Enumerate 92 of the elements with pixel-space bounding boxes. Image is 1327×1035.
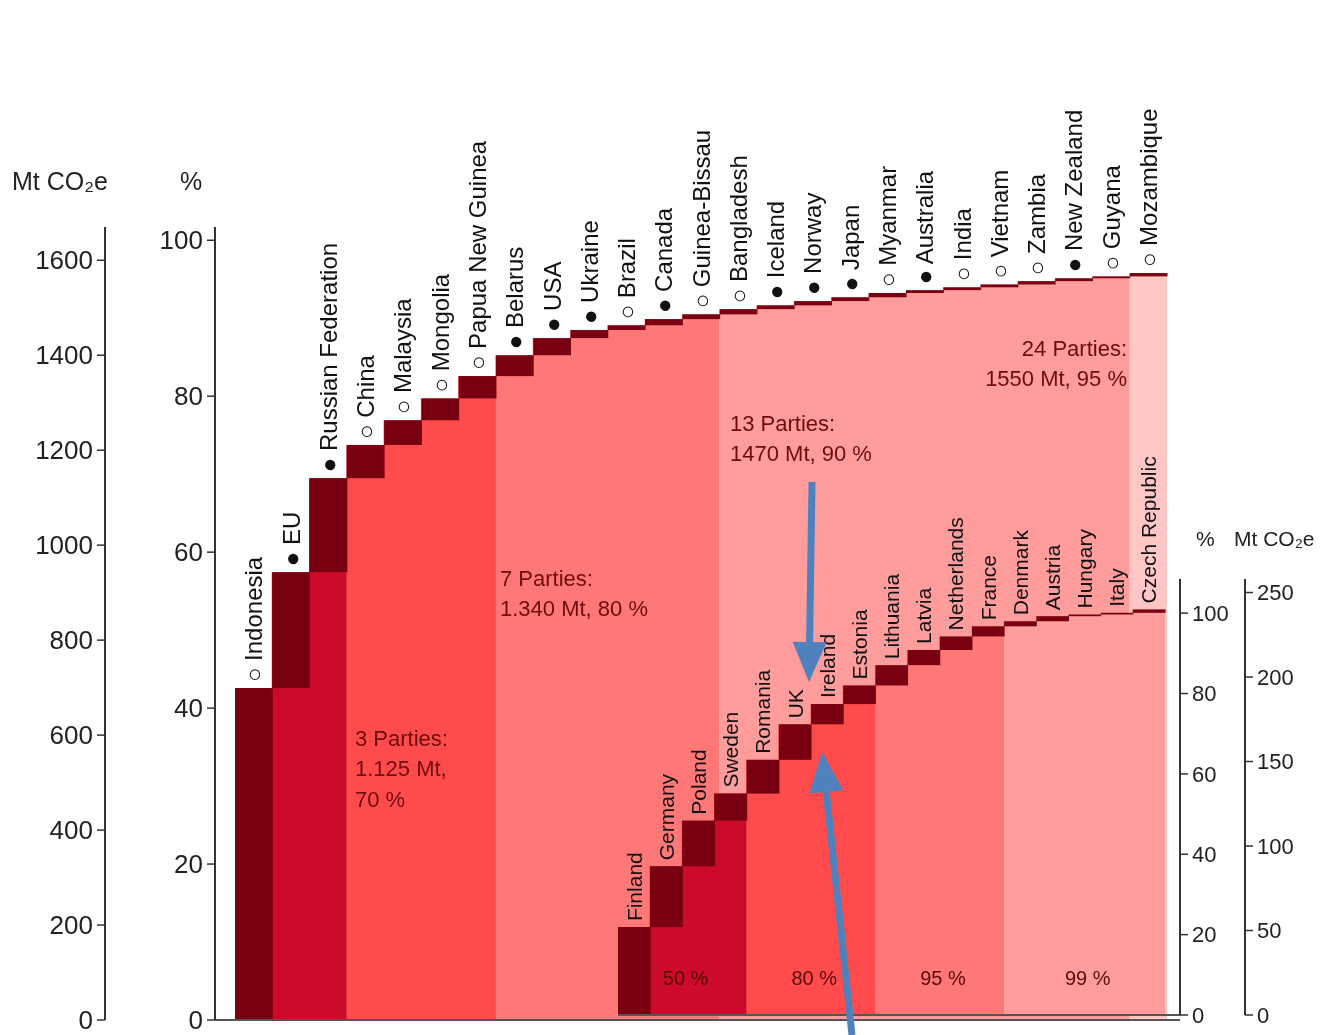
y-tick-label: 400: [49, 815, 93, 846]
x-tick-label: ● Belarus: [501, 246, 529, 350]
y2-tick-label: 0: [1192, 1002, 1205, 1028]
y2-tick-label: 0: [188, 1005, 203, 1035]
y2-tick-label: 20: [1192, 922, 1217, 948]
band-label: 95 %: [920, 967, 966, 989]
y2-axis-title: %: [180, 167, 203, 195]
x-tick-label: ○ Malaysia: [389, 297, 417, 415]
y2-axis-title: %: [1196, 527, 1215, 550]
y-tick-label: 1400: [35, 340, 93, 371]
y2-tick-label: 100: [159, 225, 203, 256]
bar: [939, 636, 973, 650]
bar: [458, 376, 497, 399]
x-tick-label: Italy: [1105, 567, 1129, 607]
x-tick-label: ● Canada: [650, 207, 678, 314]
x-tick-label: ● EU: [277, 511, 305, 567]
annotation: 24 Parties: 1550 Mt, 95 %: [985, 335, 1127, 392]
y-tick-label: 600: [49, 720, 93, 751]
x-tick-label: Sweden: [719, 711, 743, 788]
y2-tick-label: 100: [1192, 600, 1229, 626]
band-label: 99 %: [1064, 967, 1111, 989]
annotation: 7 Parties: 1.340 Mt, 80 %: [500, 565, 648, 622]
x-tick-label: ● Norway: [799, 192, 827, 296]
x-tick-label: ○ Guyana: [1097, 164, 1125, 271]
y2-tick-label: 60: [1192, 761, 1217, 787]
x-tick-label: Austria: [1040, 544, 1064, 611]
x-tick-label: Lithuania: [880, 573, 904, 660]
x-tick-label: Finland: [622, 852, 646, 922]
y-tick-label: 1200: [35, 435, 93, 466]
x-tick-label: ○ China: [352, 354, 380, 439]
y-tick-label: 800: [49, 625, 93, 656]
bar: [309, 478, 348, 573]
x-tick-label: Ireland: [815, 633, 839, 699]
x-tick-label: UK: [783, 689, 807, 719]
x-tick-label: ○ Vietnam: [985, 169, 1013, 279]
bar: [907, 649, 941, 666]
y2-tick-label: 80: [174, 381, 203, 412]
x-tick-label: ● New Zealand: [1060, 109, 1088, 273]
band-label: 50 %: [662, 967, 709, 989]
x-tick-label: ○ Zambia: [1023, 173, 1051, 276]
annotation: 13 Parties: 1470 Mt, 90 %: [730, 410, 872, 467]
bar: [570, 330, 609, 339]
x-tick-label: Poland: [687, 749, 710, 815]
y2-tick-label: 40: [1192, 841, 1217, 867]
x-tick-label: ● Ukraine: [575, 220, 603, 325]
y-tick-label: 0: [78, 1005, 93, 1035]
x-tick-label: ○ Brazil: [613, 238, 641, 320]
x-tick-label: ● Japan: [836, 204, 864, 292]
y-tick-label: 0: [1257, 1002, 1270, 1028]
x-tick-label: Denmark: [1008, 529, 1032, 616]
y-tick-label: 50: [1257, 918, 1282, 944]
x-tick-label: Latvia: [912, 587, 936, 644]
y-tick-label: 100: [1257, 833, 1294, 859]
bar: [1132, 609, 1166, 613]
y2-tick-label: 60: [174, 537, 203, 568]
y-tick-label: 250: [1257, 580, 1294, 606]
y-axis-title: Mt CO₂e: [12, 167, 108, 195]
x-tick-label: ○ Papua New Guinea: [463, 140, 491, 371]
y2-tick-label: 40: [174, 693, 203, 724]
y-tick-label: 1000: [35, 530, 93, 561]
x-tick-label: Netherlands: [944, 517, 968, 631]
y-tick-label: 150: [1257, 749, 1294, 775]
x-tick-label: Romania: [751, 669, 775, 754]
y2-tick-label: 80: [1192, 681, 1217, 707]
y-tick-label: 200: [49, 910, 93, 941]
x-tick-label: France: [976, 554, 1000, 621]
x-tick-label: ○ Mozambique: [1135, 108, 1162, 268]
x-tick-label: Hungary: [1073, 528, 1097, 609]
x-tick-label: ● Iceland: [762, 200, 790, 300]
x-tick-label: ○ Mongolia: [426, 273, 454, 393]
x-tick-label: Germany: [654, 773, 678, 861]
x-tick-label: ○ India: [948, 207, 976, 282]
x-tick-label: Estonia: [847, 609, 871, 680]
x-tick-label: ○ Guinea-Bissau: [687, 129, 715, 309]
bar: [714, 793, 748, 821]
x-tick-label: ○ Myanmar: [874, 165, 902, 287]
bar: [1129, 273, 1168, 277]
y-tick-label: 200: [1257, 664, 1294, 690]
x-tick-label: ● USA: [538, 261, 566, 333]
y2-tick-label: 20: [174, 849, 203, 880]
y-tick-label: 1600: [35, 245, 93, 276]
y-axis-title: Mt CO₂e: [1234, 527, 1315, 550]
x-tick-label: ● Russian Federation: [314, 242, 342, 473]
x-tick-label: Czech Republic: [1137, 456, 1161, 604]
band-label: 80 %: [791, 967, 838, 989]
x-tick-label: ● Australia: [911, 170, 939, 285]
bar: [746, 759, 780, 794]
x-tick-label: ○ Indonesia: [240, 556, 268, 683]
bar: [980, 284, 1019, 288]
x-tick-label: ○ Bangladesh: [724, 155, 752, 304]
bar: [719, 309, 758, 315]
annotation: 3 Parties: 1.125 Mt, 70 %: [355, 725, 448, 813]
